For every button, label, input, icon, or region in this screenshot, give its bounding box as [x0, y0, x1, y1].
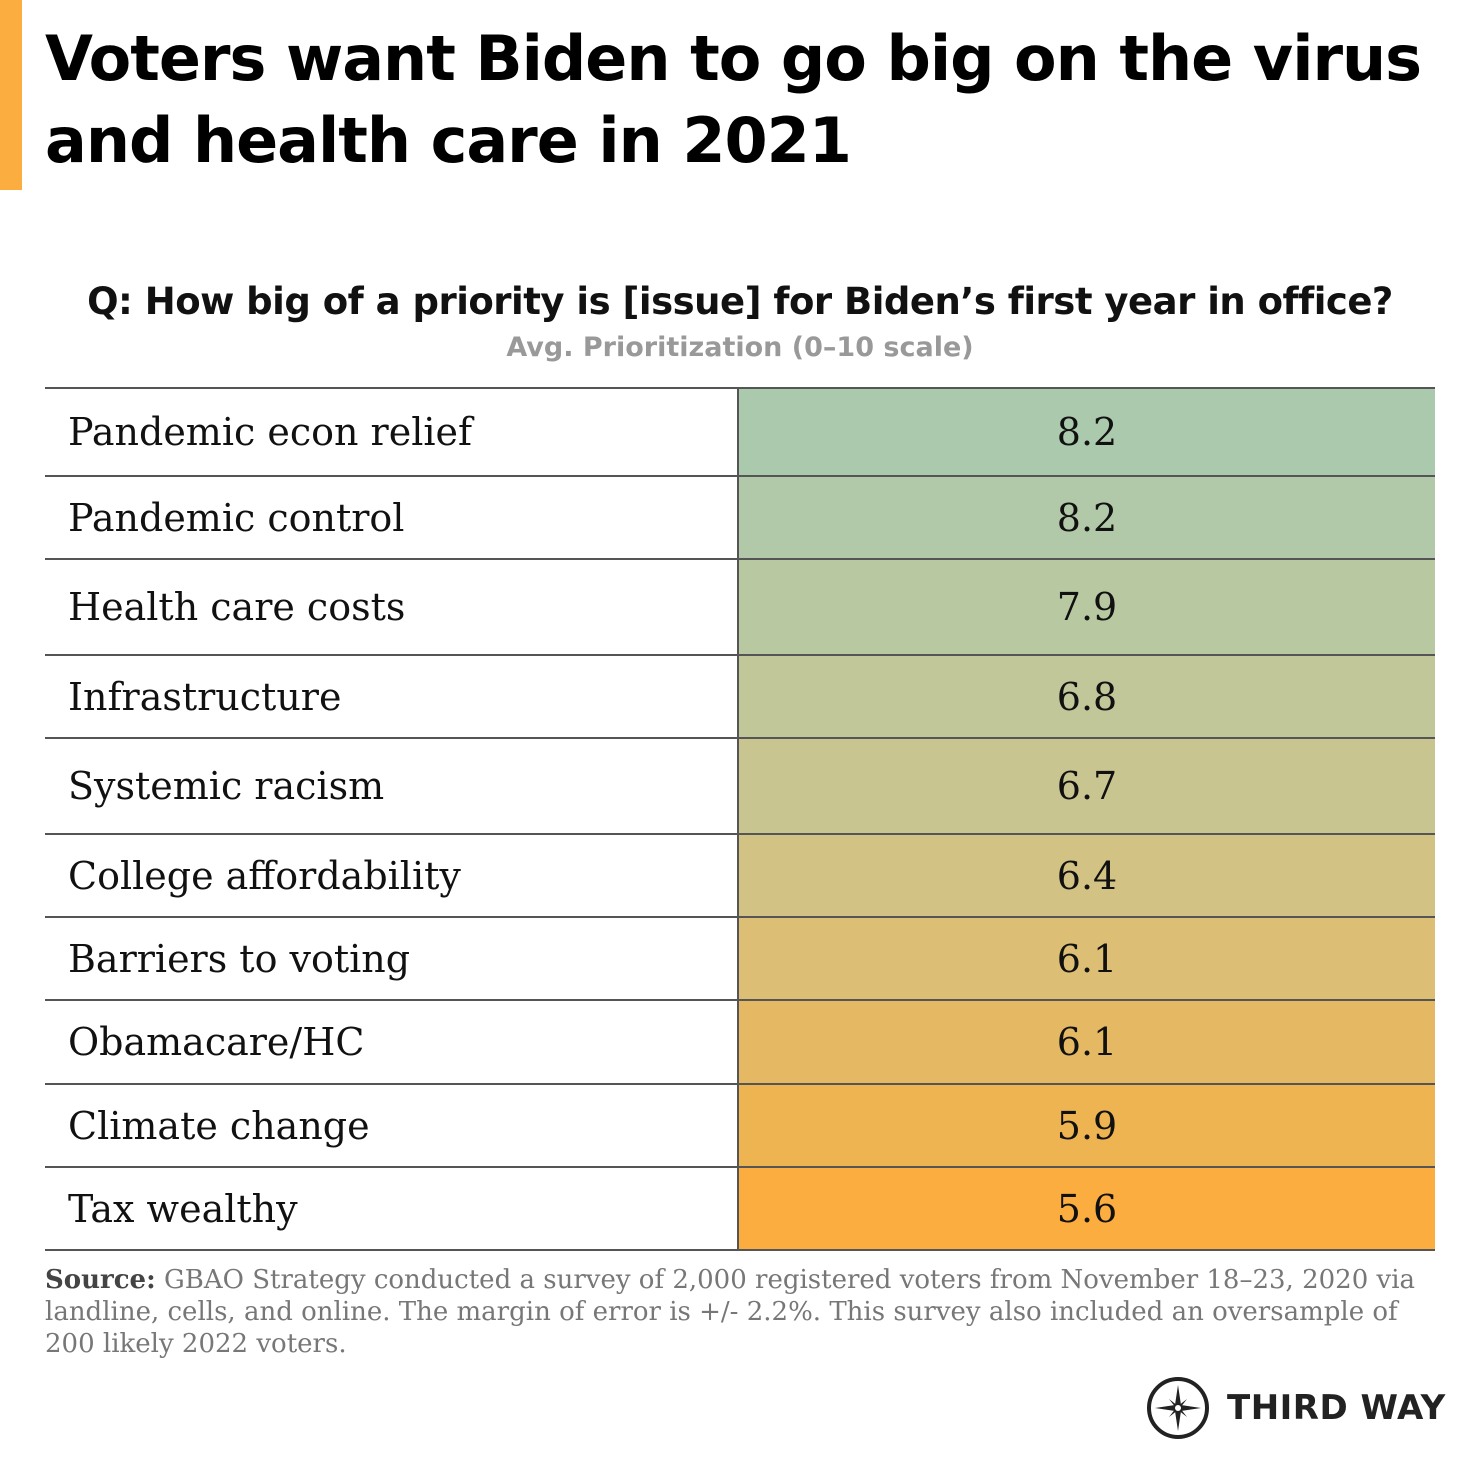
row-label: Tax wealthy [45, 1168, 739, 1249]
row-value: 5.9 [739, 1085, 1435, 1166]
logo-text: THIRD WAY [1227, 1388, 1446, 1428]
table-row: College affordability 6.4 [45, 835, 1435, 918]
table-row: Infrastructure 6.8 [45, 656, 1435, 739]
table-row: Pandemic control 8.2 [45, 477, 1435, 560]
row-value: 8.2 [739, 477, 1435, 558]
chart-subtitle: Avg. Prioritization (0–10 scale) [506, 332, 974, 363]
source-label: Source: [45, 1265, 156, 1295]
row-label: College affordability [45, 835, 739, 916]
table-row: Systemic racism 6.7 [45, 739, 1435, 835]
table-row: Tax wealthy 5.6 [45, 1168, 1435, 1251]
row-label: Barriers to voting [45, 918, 739, 999]
row-value: 8.2 [739, 389, 1435, 475]
row-label: Pandemic control [45, 477, 739, 558]
row-value: 5.6 [739, 1168, 1435, 1249]
accent-bar [0, 0, 22, 190]
row-value: 6.4 [739, 835, 1435, 916]
compass-star-icon [1147, 1377, 1209, 1439]
table-row: Obamacare/HC 6.1 [45, 1001, 1435, 1085]
row-value: 6.8 [739, 656, 1435, 737]
row-value: 6.7 [739, 739, 1435, 833]
source-text: GBAO Strategy conducted a survey of 2,00… [45, 1265, 1416, 1359]
row-label: Infrastructure [45, 656, 739, 737]
row-label: Health care costs [45, 560, 739, 654]
row-value: 6.1 [739, 1001, 1435, 1083]
priority-table: Pandemic econ relief 8.2 Pandemic control 8… [45, 387, 1435, 1251]
chart-question: Q: How big of a priority is [issue] for … [87, 280, 1393, 323]
table-row: Barriers to voting 6.1 [45, 918, 1435, 1001]
third-way-logo: THIRD WAY [1145, 1375, 1446, 1441]
row-value: 7.9 [739, 560, 1435, 654]
table-row: Climate change 5.9 [45, 1085, 1435, 1168]
page-title: Voters want Biden to go big on the virus… [45, 22, 1422, 177]
source-note: Source: GBAO Strategy conducted a survey… [45, 1264, 1445, 1360]
row-value: 6.1 [739, 918, 1435, 999]
row-label: Climate change [45, 1085, 739, 1166]
row-label: Pandemic econ relief [45, 389, 739, 475]
table-row: Pandemic econ relief 8.2 [45, 389, 1435, 477]
table-row: Health care costs 7.9 [45, 560, 1435, 656]
row-label: Systemic racism [45, 739, 739, 833]
row-label: Obamacare/HC [45, 1001, 739, 1083]
